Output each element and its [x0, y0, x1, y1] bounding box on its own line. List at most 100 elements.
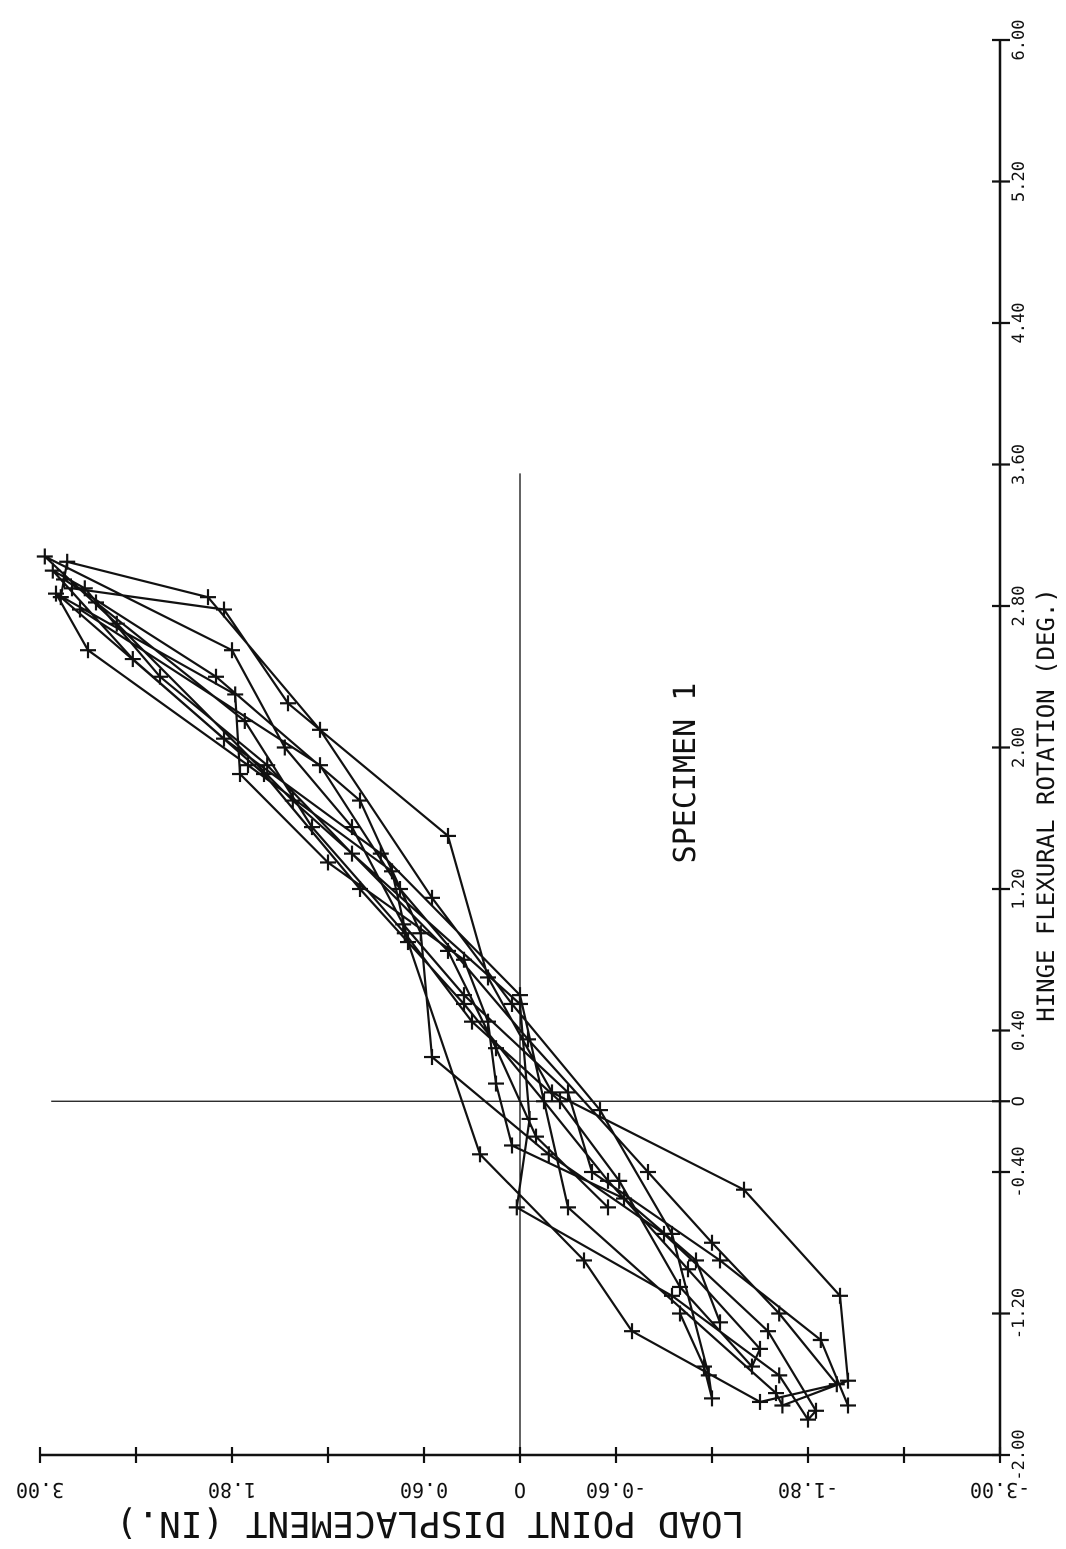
data-point-marker [712, 1252, 728, 1269]
x-tick-label: 4.40 [1009, 303, 1029, 344]
x-tick-label: 0.40 [1009, 1010, 1029, 1051]
chart-title: SPECIMEN 1 [668, 683, 703, 864]
data-point-marker [672, 1305, 688, 1322]
data-point-marker [812, 1332, 829, 1349]
x-tick-label: 5.20 [1009, 161, 1029, 202]
data-point-marker [774, 1397, 791, 1414]
data-point-marker [672, 1278, 688, 1295]
data-point-marker [72, 601, 88, 618]
data-point-marker [808, 1402, 824, 1419]
data-point-marker [480, 969, 496, 986]
y-tick-label: -0.60 [586, 1478, 646, 1502]
data-point-marker [680, 1261, 696, 1278]
x-tick-label: 3.60 [1009, 444, 1029, 485]
data-point-marker [560, 1084, 576, 1101]
data-point-marker [752, 1340, 768, 1357]
data-point-marker [227, 686, 244, 703]
data-point-marker [456, 995, 472, 1012]
data-point-marker [200, 589, 216, 606]
data-point-marker [384, 863, 400, 880]
data-point-marker [236, 712, 253, 729]
data-point-marker [832, 1287, 848, 1304]
axes [40, 40, 1002, 1457]
data-point-marker [488, 1040, 504, 1057]
x-tick-label: -0.40 [1009, 1146, 1029, 1197]
data-point-marker [344, 845, 360, 862]
x-tick-label: 6.00 [1009, 20, 1029, 61]
data-point-marker [688, 1252, 704, 1269]
data-point-marker [124, 651, 141, 668]
data-point-marker [304, 819, 320, 836]
data-point-marker [224, 642, 240, 659]
data-point-marker [312, 757, 328, 774]
y-tick-label: -3.00 [970, 1478, 1030, 1502]
data-point-marker [560, 1199, 576, 1216]
series-layer [36, 548, 856, 1428]
y-tick-label: -1.80 [778, 1478, 838, 1502]
data-point-marker [536, 1093, 552, 1110]
y-tick-label: 0.60 [400, 1478, 448, 1502]
data-point-marker [771, 1305, 788, 1322]
data-point-marker [392, 881, 408, 897]
series-line [54, 592, 838, 1404]
data-point-marker [736, 1181, 752, 1198]
data-point-marker [440, 827, 456, 844]
data-point-marker [520, 1031, 536, 1048]
data-point-marker [259, 757, 276, 774]
data-point-marker [544, 1084, 560, 1101]
data-point-marker [88, 594, 104, 611]
data-point-marker [456, 951, 472, 968]
x-tick-label: -1.20 [1009, 1288, 1029, 1339]
data-point-marker [280, 695, 296, 712]
data-point-marker [464, 1013, 480, 1030]
data-point-marker [828, 1376, 845, 1393]
series-line [51, 569, 762, 1368]
data-point-marker [528, 1128, 544, 1145]
y-tick-label: O [514, 1478, 526, 1502]
data-point-marker [664, 1287, 680, 1304]
ticks: -2.00 -1.20 -0.40 O 0.40 1.20 2.00 2.80 3.60 4.40… [16, 20, 1030, 1502]
data-point-marker [488, 1075, 504, 1092]
data-point-marker [44, 562, 61, 579]
x-tick-label: 1.20 [1009, 869, 1029, 910]
data-point-marker [584, 1164, 600, 1180]
data-point-marker [48, 585, 64, 602]
data-point-marker [512, 995, 528, 1012]
x-tick-label: 2.80 [1009, 586, 1029, 627]
data-point-marker [704, 1390, 720, 1407]
y-axis-title: LOAD POINT DISPLACEMENT (IN.) [116, 1503, 745, 1544]
data-point-marker [320, 854, 336, 871]
data-point-marker [352, 881, 368, 897]
data-point-marker [216, 601, 232, 618]
data-point-marker [840, 1397, 856, 1414]
data-point-marker [312, 721, 328, 738]
data-point-marker [80, 642, 96, 659]
data-point-marker [504, 1137, 520, 1154]
data-point-marker [508, 1199, 525, 1216]
series-line [43, 555, 850, 1421]
data-point-marker [800, 1411, 816, 1428]
data-point-marker [744, 1358, 760, 1375]
data-point-marker [840, 1372, 856, 1389]
data-point-marker [640, 1164, 656, 1180]
data-point-marker [208, 668, 224, 685]
data-point-marker [552, 1093, 568, 1110]
data-point-marker [424, 1049, 440, 1066]
x-tick-label: -2.00 [1009, 1429, 1029, 1480]
data-point-marker [472, 1146, 488, 1163]
x-tick-label: O [1009, 1096, 1029, 1106]
data-point-marker [760, 1323, 776, 1340]
data-point-marker [771, 1367, 788, 1384]
data-point-marker [152, 668, 168, 685]
data-point-marker [256, 766, 272, 783]
x-tick-label: 2.00 [1009, 727, 1029, 768]
data-point-marker [600, 1199, 616, 1216]
labels: HINGE FLEXURAL ROTATION (DEG.) LOAD POINT… [116, 588, 1060, 1544]
data-point-marker [36, 548, 53, 565]
data-point-marker [752, 1393, 768, 1410]
data-point-marker [576, 1252, 592, 1269]
data-point-marker [440, 942, 456, 959]
y-tick-label: 1.80 [208, 1478, 256, 1502]
data-point-marker [592, 1102, 608, 1119]
